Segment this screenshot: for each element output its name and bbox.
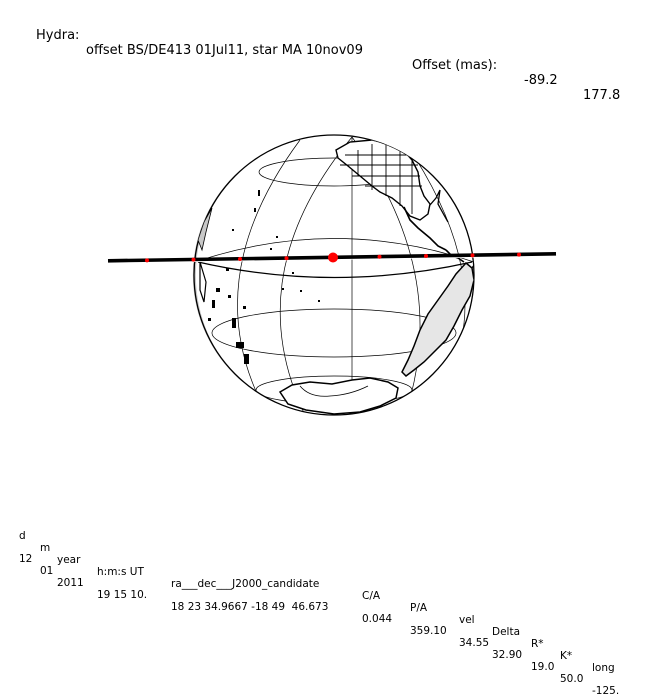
track-marker <box>517 252 521 257</box>
offset-ra-value: -89.2 <box>524 73 558 88</box>
value-kstar: 50.0 <box>560 673 584 685</box>
title-description: offset BS/DE413 01Jul11, star MA 10nov09 <box>86 43 363 58</box>
title-prefix: Hydra: <box>36 28 80 43</box>
value-year: 2011 <box>57 577 84 589</box>
value-time: 19 15 10. <box>97 589 148 601</box>
value-ca: 0.044 <box>362 613 393 625</box>
track-marker <box>424 254 428 259</box>
track-marker <box>470 253 475 258</box>
night-shade <box>192 166 245 384</box>
value-vel: 34.55 <box>459 637 490 649</box>
col-header-month: m <box>40 542 51 554</box>
globe-outline <box>193 134 475 416</box>
offset-label: Offset (mas): <box>412 58 498 73</box>
value-rstar: 19.0 <box>531 661 555 673</box>
track-marker <box>377 254 382 259</box>
earth-globe <box>192 134 475 416</box>
occultation-globe-diagram <box>107 134 557 416</box>
plot-title: Hydra: offset BS/DE413 01Jul11, star MA … <box>0 13 646 103</box>
value-radec: 18 23 34.9667 -18 49 46.673 <box>171 601 329 613</box>
value-delta: 32.90 <box>492 649 523 661</box>
col-header-year: year <box>57 554 81 566</box>
track-marker <box>238 256 242 261</box>
value-day: 12 <box>19 553 33 565</box>
graticule <box>194 136 474 415</box>
track-markers <box>145 252 521 263</box>
antarctica-outline <box>278 377 399 415</box>
south-america-outline <box>401 260 474 377</box>
track-marker <box>284 256 289 261</box>
col-header-day: d <box>19 530 26 542</box>
offset-dec-value: 177.8 <box>583 88 621 103</box>
value-pa: 359.10 <box>410 625 447 637</box>
event-table-values: 12 01 2011 19 15 10. 18 23 34.9667 -18 4… <box>0 541 646 697</box>
track-marker <box>191 257 196 262</box>
track-marker <box>145 258 149 263</box>
closest-approach-marker <box>328 252 338 263</box>
value-month: 01 <box>40 565 54 577</box>
value-long: -125. <box>592 685 620 697</box>
